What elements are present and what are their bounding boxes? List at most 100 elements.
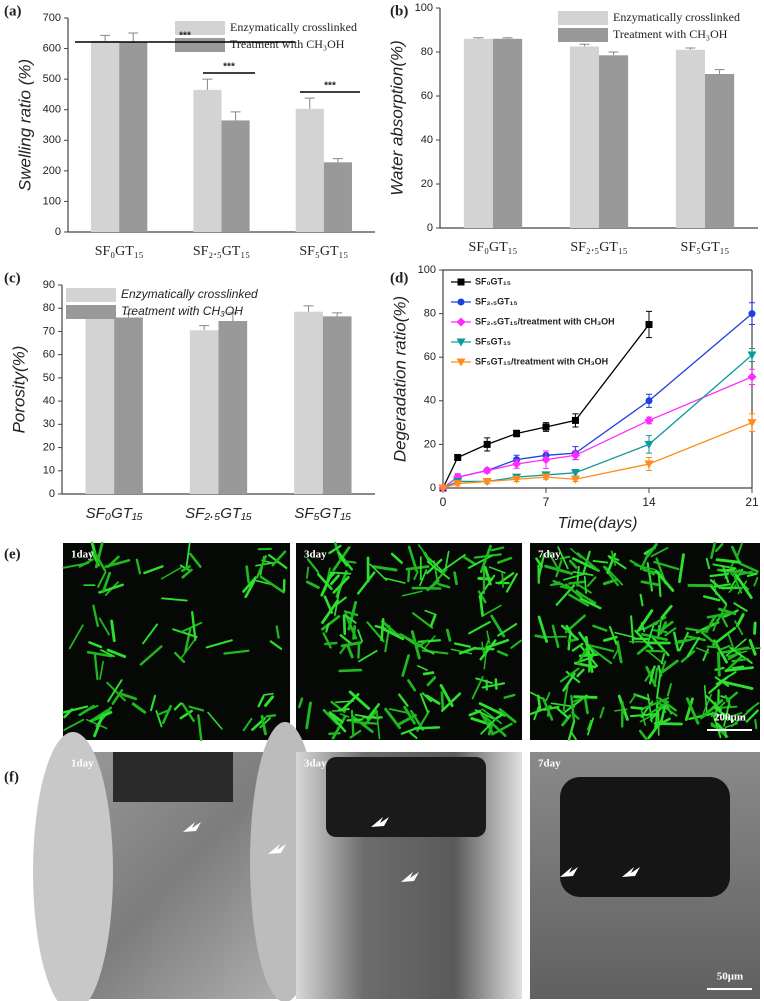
cell	[703, 685, 708, 712]
cell	[358, 649, 378, 663]
cell	[242, 717, 253, 732]
cell	[350, 709, 355, 737]
y-axis-label: Porosity(%)	[9, 346, 28, 434]
panel-label: (c)	[4, 270, 21, 286]
cell	[536, 694, 542, 711]
arrow	[560, 867, 578, 877]
cell	[413, 726, 441, 730]
legend-label: SF₅GT₁₅	[475, 336, 511, 346]
cell	[316, 573, 333, 591]
cell	[305, 580, 320, 589]
cell	[657, 619, 662, 638]
x-tick-label: 21	[745, 495, 759, 509]
cell	[173, 702, 183, 711]
marker	[645, 397, 653, 405]
cell	[599, 706, 605, 719]
bar	[569, 46, 599, 228]
bar	[675, 49, 705, 228]
cell	[666, 682, 672, 697]
cell	[654, 717, 671, 728]
y-tick-label: 50	[43, 372, 55, 384]
cell	[475, 677, 493, 684]
cell	[483, 566, 492, 586]
image-label: 7day	[538, 549, 561, 561]
marker	[456, 358, 466, 367]
marker	[457, 278, 465, 286]
cell	[702, 595, 721, 602]
fluorescence-image	[63, 543, 290, 740]
cell	[401, 654, 410, 677]
cell	[409, 709, 425, 731]
cell	[658, 659, 679, 676]
cell	[352, 625, 357, 640]
error-bar	[332, 158, 343, 163]
cell	[388, 708, 408, 714]
cell	[384, 707, 402, 730]
pore	[560, 777, 730, 897]
cell	[497, 622, 518, 637]
legend-label: Treatment with CH₃OH	[230, 37, 345, 51]
cell	[610, 550, 617, 566]
cell	[592, 624, 608, 632]
error-bar	[303, 305, 314, 312]
cell	[491, 722, 513, 736]
cell	[161, 597, 188, 602]
y-tick-label: 20	[43, 441, 55, 453]
cell	[537, 553, 546, 578]
cell	[405, 565, 430, 571]
panel-label: (d)	[390, 270, 408, 286]
error-bar	[685, 47, 696, 50]
cell	[636, 643, 650, 655]
cell	[91, 709, 109, 722]
cell	[264, 695, 275, 707]
cell	[445, 628, 452, 642]
cell	[510, 639, 522, 649]
cell	[419, 569, 428, 587]
cell	[346, 718, 364, 722]
cell	[106, 555, 120, 568]
cell	[477, 590, 487, 604]
cell	[255, 555, 267, 579]
cell	[181, 702, 195, 723]
cell	[339, 556, 349, 567]
error-bar	[123, 313, 134, 318]
cell	[644, 616, 667, 630]
cell	[325, 622, 330, 633]
cell	[265, 714, 277, 718]
legend-label: Enzymatically crosslinked	[230, 20, 357, 34]
cell	[437, 583, 451, 589]
cell	[260, 714, 267, 736]
cell	[453, 571, 458, 586]
cell	[275, 625, 280, 639]
arrow	[183, 822, 201, 832]
cell	[181, 568, 193, 579]
marker	[454, 453, 462, 461]
cell	[111, 689, 124, 705]
bar	[218, 320, 248, 494]
x-tick-label: 14	[642, 495, 656, 509]
cell	[727, 634, 735, 650]
cell	[629, 712, 660, 718]
bar	[85, 317, 115, 494]
cell	[223, 649, 250, 655]
cell	[328, 712, 347, 733]
x-tick-label: SF₀GT₁₅	[95, 244, 144, 259]
cell	[481, 708, 503, 725]
cell	[357, 642, 361, 659]
cell	[497, 556, 513, 564]
cell	[549, 581, 561, 587]
cell	[575, 589, 594, 604]
cell	[684, 697, 694, 721]
marker	[456, 317, 466, 327]
cell	[139, 645, 163, 666]
cell	[710, 725, 722, 731]
cell	[533, 706, 540, 721]
cell	[403, 705, 416, 725]
cell	[638, 729, 648, 741]
error-bar	[608, 51, 619, 56]
cell	[637, 609, 654, 632]
error-bar	[230, 111, 241, 121]
cell	[92, 604, 99, 628]
y-tick-label: 20	[421, 178, 433, 190]
